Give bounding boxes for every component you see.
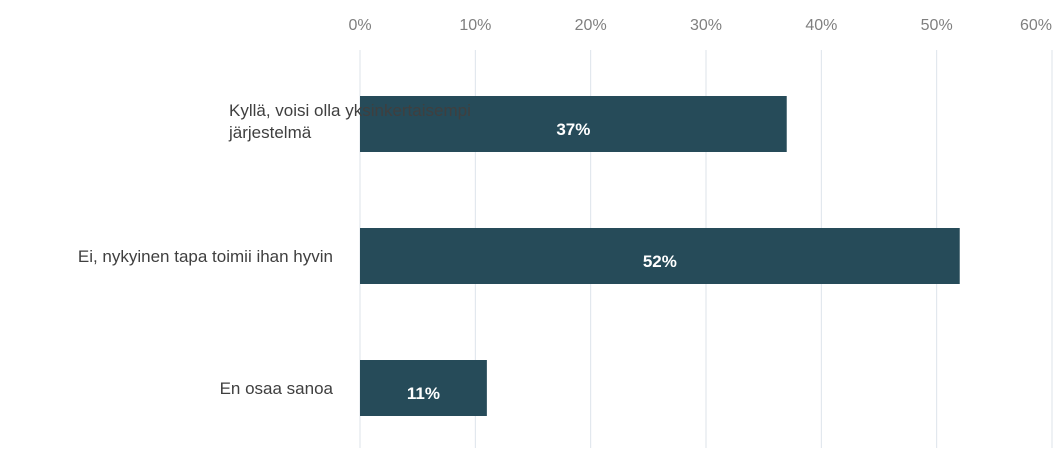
category-label: Ei, nykyinen tapa toimii ihan hyvin — [78, 247, 333, 266]
category-label: Kyllä, voisi olla yksinkertaisempi järjes… — [228, 101, 471, 142]
x-tick-label: 50% — [921, 17, 953, 34]
x-tick-label: 40% — [805, 17, 837, 34]
category-label: En osaa sanoa — [220, 379, 334, 398]
bar — [360, 228, 960, 284]
x-tick-label: 20% — [575, 17, 607, 34]
bar — [360, 360, 487, 416]
data-label: 52% — [643, 252, 677, 271]
x-tick-label: 0% — [348, 17, 371, 34]
category-label-line: Kyllä, voisi olla yksinkertaisempi — [229, 101, 471, 120]
bar — [360, 96, 787, 152]
data-label: 37% — [556, 120, 590, 139]
x-tick-label: 60% — [1020, 17, 1052, 34]
x-tick-label: 10% — [459, 17, 491, 34]
data-label: 11% — [407, 384, 440, 403]
x-tick-label: 30% — [690, 17, 722, 34]
category-label-line: järjestelmä — [228, 123, 312, 142]
